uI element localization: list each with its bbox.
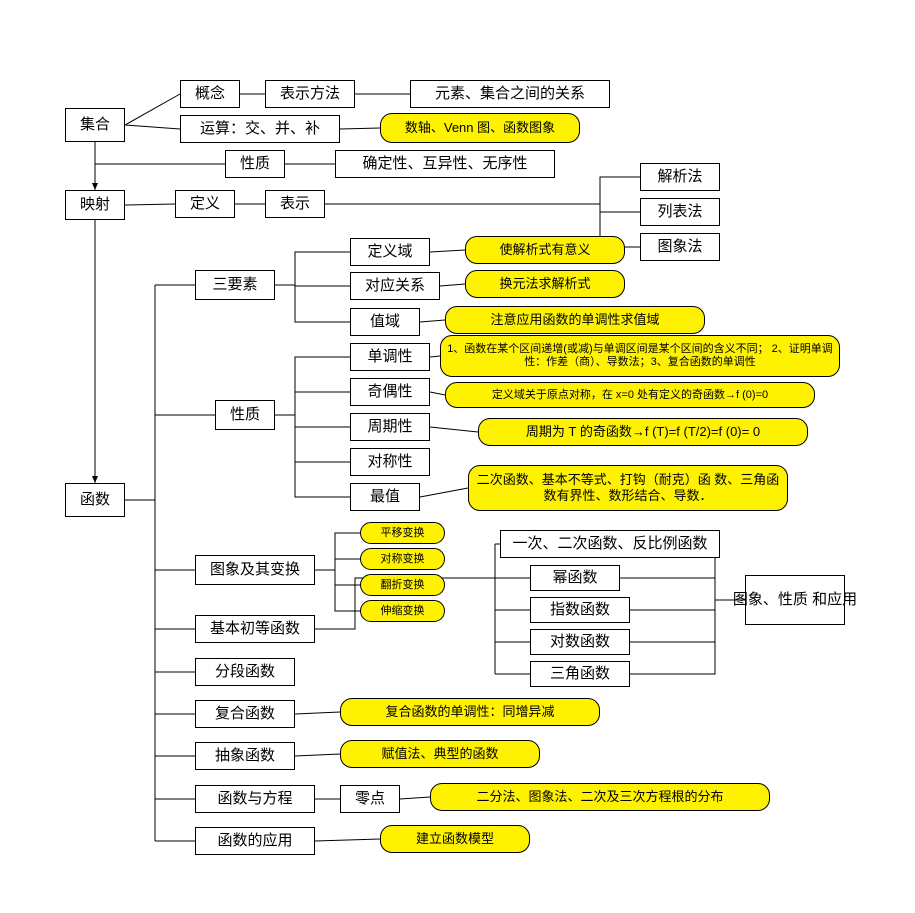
node-lingdian: 零点 <box>340 785 400 813</box>
node-jianli: 建立函数模型 <box>380 825 530 853</box>
node-mihanshu: 幂函数 <box>530 565 620 591</box>
node-jihe: 集合 <box>65 108 125 142</box>
node-qiou: 奇偶性 <box>350 378 430 406</box>
node-duishu: 对数函数 <box>530 629 630 655</box>
node-jiben: 基本初等函数 <box>195 615 315 643</box>
node-xz5: 二次函数、基本不等式、打钩（耐克）函 数、三角函数有界性、数形结合、导数． <box>468 465 788 511</box>
node-dingyiyu: 定义域 <box>350 238 430 266</box>
diagram-stage: 集合 概念表示方法 元素、集合之间的关系运算：交、并、补 数轴、Venn 图、函数图象… <box>0 0 915 913</box>
node-zhiyu: 值域 <box>350 308 420 336</box>
node-tuxiang: 图象及其变换 <box>195 555 315 585</box>
node-xingzhi: 性质 <box>215 400 275 430</box>
node-jiexifa: 解析法 <box>640 163 720 191</box>
node-chouxiang: 抽象函数 <box>195 742 295 770</box>
node-yunsuan: 运算：交、并、补 <box>180 115 340 143</box>
node-hanshu: 函数 <box>65 483 125 517</box>
node-yuansu: 元素、集合之间的关系 <box>410 80 610 108</box>
node-fenduan: 分段函数 <box>195 658 295 686</box>
node-dingyi: 定义 <box>175 190 235 218</box>
node-xz1: 1、函数在某个区间递增(或减)与单调区间是某个区间的含义不同； 2、证明单调性：… <box>440 335 840 377</box>
node-hanshuyfc: 函数与方程 <box>195 785 315 813</box>
node-huanyuan: 换元法求解析式 <box>465 270 625 298</box>
node-jhxz: 性质 <box>225 150 285 178</box>
node-yingshe: 映射 <box>65 190 125 220</box>
node-xz2: 定义域关于原点对称，在 x=0 处有定义的奇函数→f (0)=0 <box>445 382 815 408</box>
node-zhishu: 指数函数 <box>530 597 630 623</box>
node-ssb: 伸缩变换 <box>360 600 445 622</box>
node-txxz: 图象、性质 和应用 <box>745 575 845 625</box>
node-pyb: 平移变换 <box>360 522 445 544</box>
node-dandiao: 单调性 <box>350 343 430 371</box>
node-gainian: 概念 <box>180 80 240 108</box>
node-yiciec: 一次、二次函数、反比例函数 <box>500 530 720 558</box>
node-duiying: 对应关系 <box>350 272 440 300</box>
node-zhouqi: 周期性 <box>350 413 430 441</box>
node-zuizhi: 最值 <box>350 483 420 511</box>
node-sanjiao: 三角函数 <box>530 661 630 687</box>
node-erfen: 二分法、图象法、二次及三次方程根的分布 <box>430 783 770 811</box>
node-fuzhi: 赋值法、典型的函数 <box>340 740 540 768</box>
node-duichen: 对称性 <box>350 448 430 476</box>
node-zhuyi: 注意应用函数的单调性求值域 <box>445 306 705 334</box>
node-xz3: 周期为 T 的奇函数→f (T)=f (T/2)=f (0)= 0 <box>478 418 808 446</box>
node-liebiaofa: 列表法 <box>640 198 720 226</box>
node-dcb: 对称变换 <box>360 548 445 570</box>
node-sanyaosu: 三要素 <box>195 270 275 300</box>
node-shijexi: 使解析式有意义 <box>465 236 625 264</box>
node-biaoshi: 表示 <box>265 190 325 218</box>
node-fuhemsg: 复合函数的单调性：同增异减 <box>340 698 600 726</box>
node-biaoshifangfa: 表示方法 <box>265 80 355 108</box>
node-queding: 确定性、互异性、无序性 <box>335 150 555 178</box>
node-fzb: 翻折变换 <box>360 574 445 596</box>
node-venn: 数轴、Venn 图、函数图象 <box>380 113 580 143</box>
node-tuxiangfa: 图象法 <box>640 233 720 261</box>
node-fuhe: 复合函数 <box>195 700 295 728</box>
node-hanshuyy: 函数的应用 <box>195 827 315 855</box>
